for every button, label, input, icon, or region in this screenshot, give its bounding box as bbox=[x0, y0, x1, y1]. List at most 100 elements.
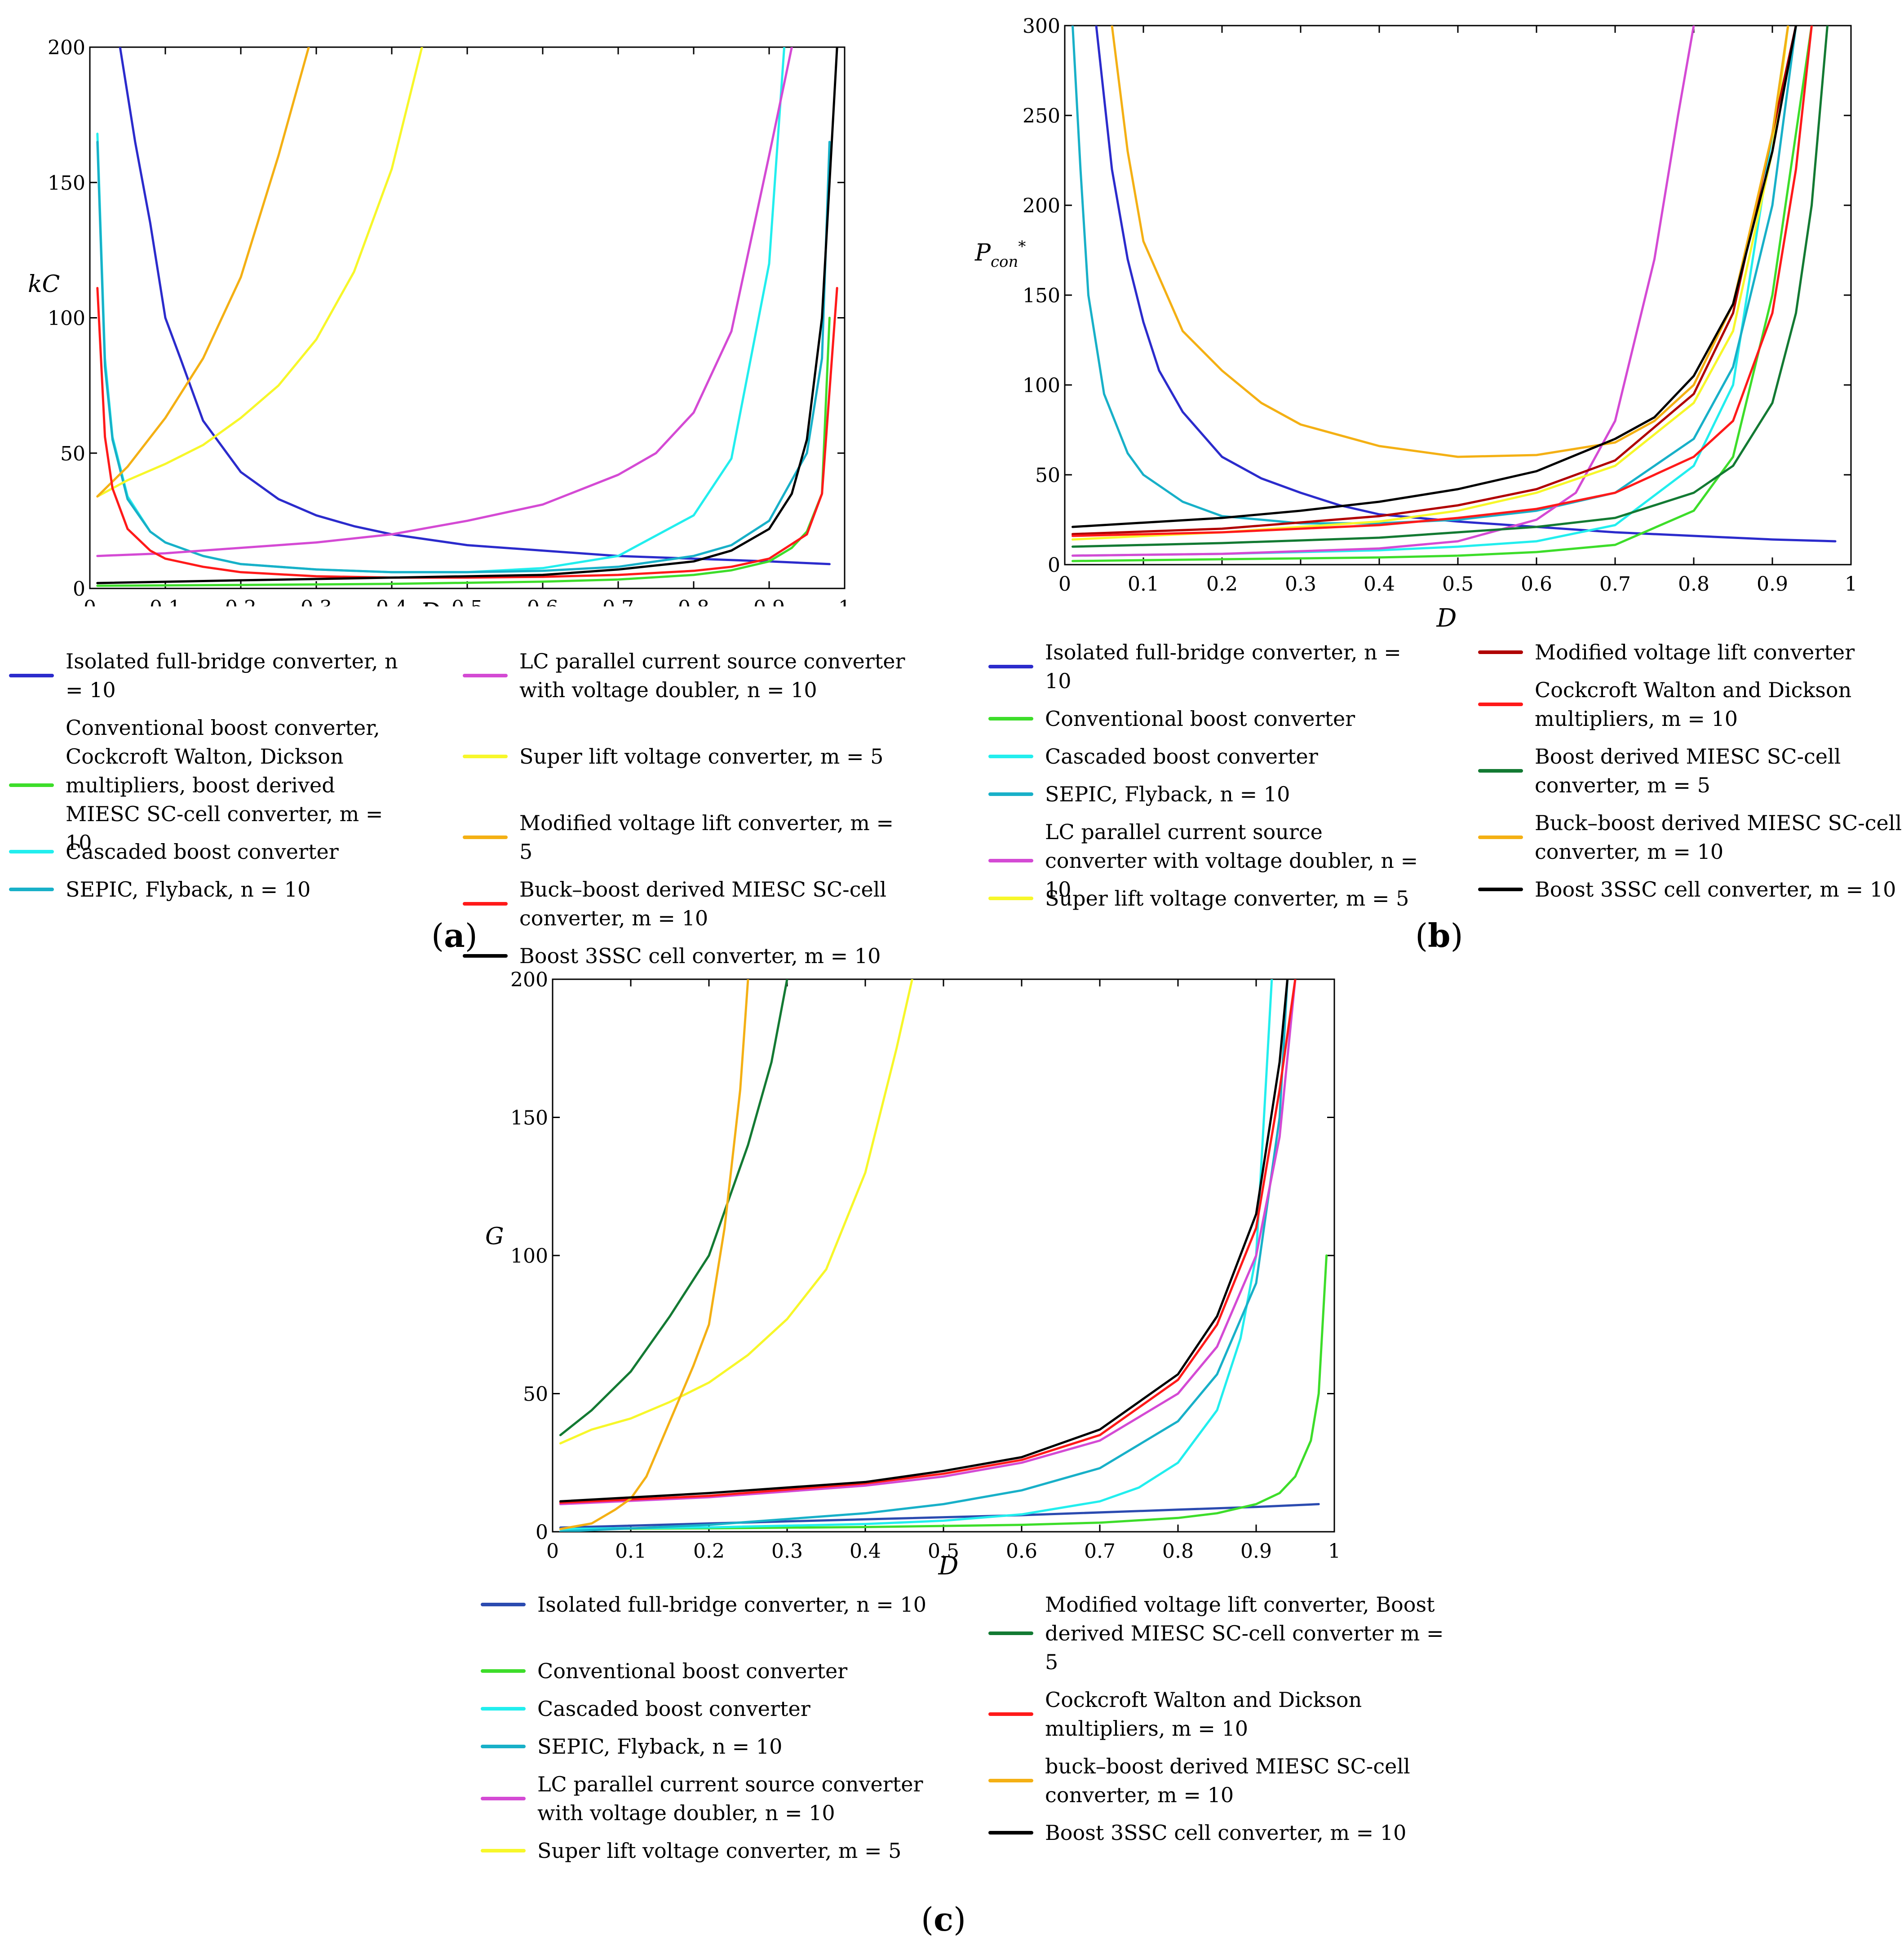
legend-label: SEPIC, Flyback, n = 10 bbox=[537, 1734, 783, 1759]
y-tick-label: 150 bbox=[510, 1107, 548, 1130]
legend-swatch bbox=[988, 859, 1033, 862]
legend-swatch bbox=[988, 717, 1033, 721]
legend-swatch bbox=[9, 674, 54, 677]
legend-label: Modified voltage lift converter, Boost d… bbox=[1045, 1592, 1444, 1674]
x-axis-label: D bbox=[420, 598, 441, 606]
legend-item: Super lift voltage converter, m = 5 bbox=[988, 884, 1429, 913]
x-tick-label: 0.4 bbox=[850, 1540, 881, 1563]
x-tick-label: 0.8 bbox=[678, 597, 709, 606]
y-tick-label: 50 bbox=[60, 442, 85, 465]
legend-label: Cascaded boost converter bbox=[1045, 744, 1318, 769]
curves-a bbox=[96, 47, 838, 587]
x-tick-label: 0.9 bbox=[753, 597, 785, 606]
series-line-5 bbox=[559, 979, 913, 1445]
x-tick-label: 0.1 bbox=[150, 597, 181, 606]
legend-item: Isolated full-bridge converter, n = 10 bbox=[481, 1590, 952, 1619]
legend-label: Cockcroft Walton and Dickson multipliers… bbox=[1045, 1688, 1362, 1741]
legend-label: Boost 3SSC cell converter, m = 10 bbox=[1045, 1821, 1407, 1845]
legend-swatch bbox=[988, 1831, 1033, 1835]
legend-item: LC parallel current source converter wit… bbox=[988, 818, 1429, 904]
caption-c: (c) bbox=[921, 1900, 966, 1938]
x-tick-label: 0.7 bbox=[1084, 1540, 1116, 1563]
x-tick-label: 0.3 bbox=[1285, 573, 1316, 596]
x-tick-label: 0.9 bbox=[1240, 1540, 1272, 1563]
legend-label: Boost 3SSC cell converter, m = 10 bbox=[1535, 877, 1896, 902]
legend-item: LC parallel current source converter wit… bbox=[463, 647, 912, 704]
x-tick-label: 1 bbox=[1845, 573, 1857, 596]
series-line-5 bbox=[1072, 26, 1789, 541]
legend-label: Cascaded boost converter bbox=[537, 1697, 810, 1721]
legend-b: Isolated full-bridge converter, n = 10 Co… bbox=[988, 633, 1904, 911]
legend-swatch bbox=[9, 850, 54, 853]
legend-a: Isolated full-bridge converter, n = 10 Co… bbox=[0, 647, 921, 968]
series-line-0 bbox=[1095, 26, 1837, 543]
legend-item: LC parallel current source converter wit… bbox=[481, 1770, 952, 1827]
legend-label: LC parallel current source converter wit… bbox=[519, 649, 905, 702]
y-tick-label: 0 bbox=[1048, 554, 1060, 577]
y-axis-label: G bbox=[485, 1223, 504, 1250]
series-line-7 bbox=[96, 287, 838, 579]
legend-label: Buck–boost derived MIESC SC-cell convert… bbox=[1535, 811, 1902, 864]
x-tick-label: 0.6 bbox=[527, 597, 558, 606]
legend-item: Buck–boost derived MIESC SC-cell convert… bbox=[463, 875, 912, 933]
y-tick-label: 100 bbox=[510, 1245, 548, 1268]
legend-c: Isolated full-bridge converter, n = 10 Co… bbox=[481, 1590, 1469, 1869]
legend-swatch bbox=[481, 1603, 526, 1606]
series-line-3 bbox=[559, 979, 1289, 1532]
legend-label: LC parallel current source converter wit… bbox=[537, 1772, 923, 1825]
legend-label: Modified voltage lift converter bbox=[1535, 640, 1855, 664]
y-axis-label: Pcon* bbox=[974, 238, 1026, 271]
x-tick-label: 0.8 bbox=[1162, 1540, 1194, 1563]
series-line-4 bbox=[559, 979, 1297, 1505]
legend-item: Cascaded boost converter bbox=[9, 837, 404, 866]
series-line-2 bbox=[559, 979, 1273, 1530]
legend-swatch bbox=[988, 897, 1033, 900]
series-line-3 bbox=[96, 141, 831, 574]
series-line-7 bbox=[1072, 26, 1813, 537]
legend-swatch bbox=[481, 1797, 526, 1800]
x-tick-label: 0.3 bbox=[301, 597, 332, 606]
legend-label: Boost derived MIESC SC-cell converter, m… bbox=[1535, 744, 1841, 797]
legend-item: Buck–boost derived MIESC SC-cell convert… bbox=[1478, 809, 1904, 866]
x-tick-label: 0.5 bbox=[452, 597, 483, 606]
series-line-9 bbox=[559, 979, 1289, 1503]
x-axis-label: D bbox=[938, 1552, 959, 1577]
series-line-9 bbox=[1111, 26, 1789, 458]
legend-label: LC parallel current source converter wit… bbox=[1045, 820, 1418, 902]
y-tick-label: 150 bbox=[48, 172, 85, 195]
legend-label: SEPIC, Flyback, n = 10 bbox=[1045, 782, 1290, 806]
legend-item: Boost 3SSC cell converter, m = 10 bbox=[988, 1818, 1447, 1847]
y-tick-label: 0 bbox=[536, 1521, 548, 1544]
series-line-3 bbox=[1072, 26, 1797, 525]
x-tick-label: 1 bbox=[838, 597, 851, 606]
x-tick-label: 0.2 bbox=[225, 597, 257, 606]
plot-frame-b bbox=[1064, 25, 1852, 566]
legend-swatch bbox=[9, 888, 54, 891]
series-line-6 bbox=[96, 47, 310, 498]
legend-swatch bbox=[988, 755, 1033, 758]
y-tick-label: 200 bbox=[1023, 195, 1060, 217]
x-tick-label: 0.8 bbox=[1678, 573, 1709, 596]
legend-swatch bbox=[1478, 888, 1523, 891]
legend-swatch bbox=[1478, 703, 1523, 706]
legend-label: Super lift voltage converter, m = 5 bbox=[537, 1839, 902, 1863]
legend-item: Modified voltage lift converter, Boost d… bbox=[988, 1590, 1447, 1676]
series-line-10 bbox=[1072, 26, 1797, 528]
series-line-4 bbox=[96, 47, 793, 557]
legend-item: Isolated full-bridge converter, n = 10 bbox=[988, 638, 1429, 695]
series-line-0 bbox=[559, 1503, 1320, 1529]
legend-item: SEPIC, Flyback, n = 10 bbox=[481, 1732, 952, 1761]
x-tick-label: 0 bbox=[1058, 573, 1071, 596]
legend-item: Super lift voltage converter, m = 5 bbox=[463, 742, 912, 771]
y-axis-label-sub: con bbox=[991, 253, 1018, 271]
legend-label: Isolated full-bridge converter, n = 10 bbox=[66, 649, 398, 702]
legend-item: SEPIC, Flyback, n = 10 bbox=[988, 780, 1429, 809]
y-tick-label: 50 bbox=[1035, 464, 1060, 487]
x-tick-label: 0.6 bbox=[1521, 573, 1552, 596]
series-line-4 bbox=[1072, 26, 1695, 557]
x-tick-label: 0.4 bbox=[376, 597, 407, 606]
caption-b: (b) bbox=[1415, 916, 1463, 955]
legend-swatch bbox=[988, 665, 1033, 668]
legend-item: Cascaded boost converter bbox=[481, 1694, 952, 1723]
legend-label: Super lift voltage converter, m = 5 bbox=[1045, 886, 1409, 911]
